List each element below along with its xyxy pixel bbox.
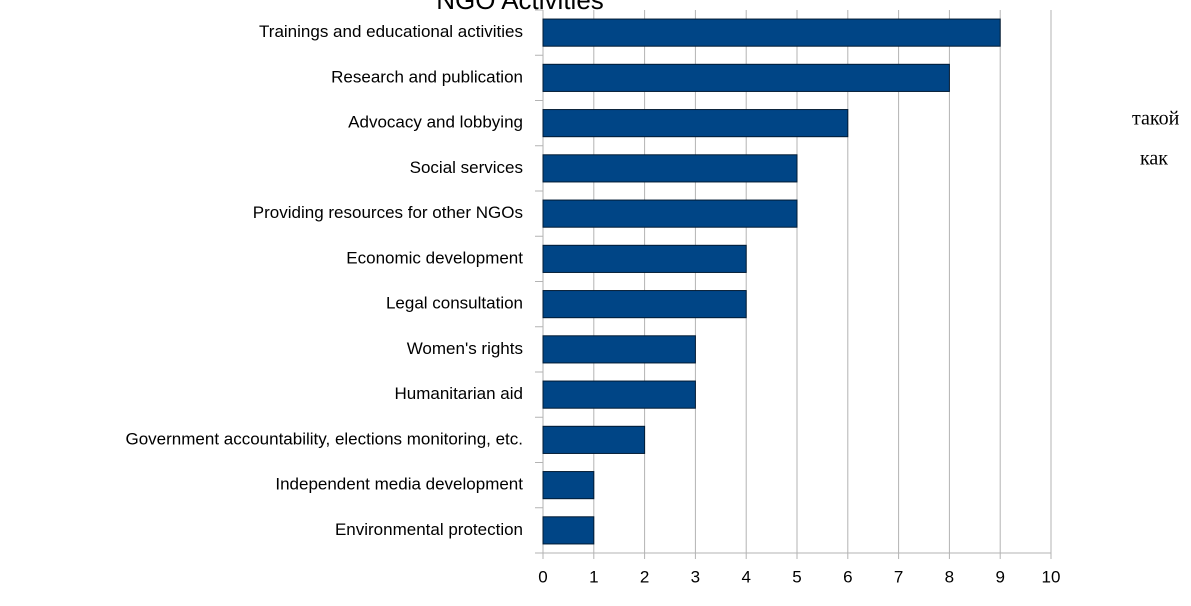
bar [542,18,1001,47]
x-tick-label: 5 [792,567,801,586]
x-tick-label: 6 [843,567,852,586]
y-tick-label: Advocacy and lobbying [348,113,523,132]
y-tick-label: Environmental protection [335,520,523,539]
annotation: как [1140,148,1168,170]
y-tick-label: Providing resources for other NGOs [253,203,523,222]
x-tick-label: 4 [741,567,750,586]
annotation: такой [1132,108,1180,130]
y-tick-label: Women's rights [407,339,523,358]
x-tick-label: 10 [1042,567,1061,586]
y-tick-label: Economic development [346,248,523,267]
x-tick-label: 2 [640,567,649,586]
bar [542,335,696,364]
bar [542,380,696,409]
bar [542,471,595,500]
bar [542,290,747,319]
bar [542,63,950,92]
y-tick-label: Research and publication [331,67,523,86]
x-tick-label: 8 [945,567,954,586]
bar [542,425,646,454]
chart-title: NGO Activities [436,0,604,15]
x-tick-label: 0 [538,567,547,586]
bar [542,109,849,138]
x-tick-label: 3 [691,567,700,586]
bar [542,199,798,228]
x-tick-label: 9 [995,567,1004,586]
y-tick-label: Independent media development [275,475,523,494]
y-tick-label: Humanitarian aid [394,384,523,403]
y-tick-label: Social services [410,158,523,177]
y-tick-label: Trainings and educational activities [259,22,523,41]
bar [542,244,747,273]
bar [542,516,595,545]
y-tick-label: Legal consultation [386,294,523,313]
y-tick-label: Government accountability, elections mon… [126,429,524,448]
bar [542,154,798,183]
x-tick-label: 7 [894,567,903,586]
x-tick-label: 1 [589,567,598,586]
